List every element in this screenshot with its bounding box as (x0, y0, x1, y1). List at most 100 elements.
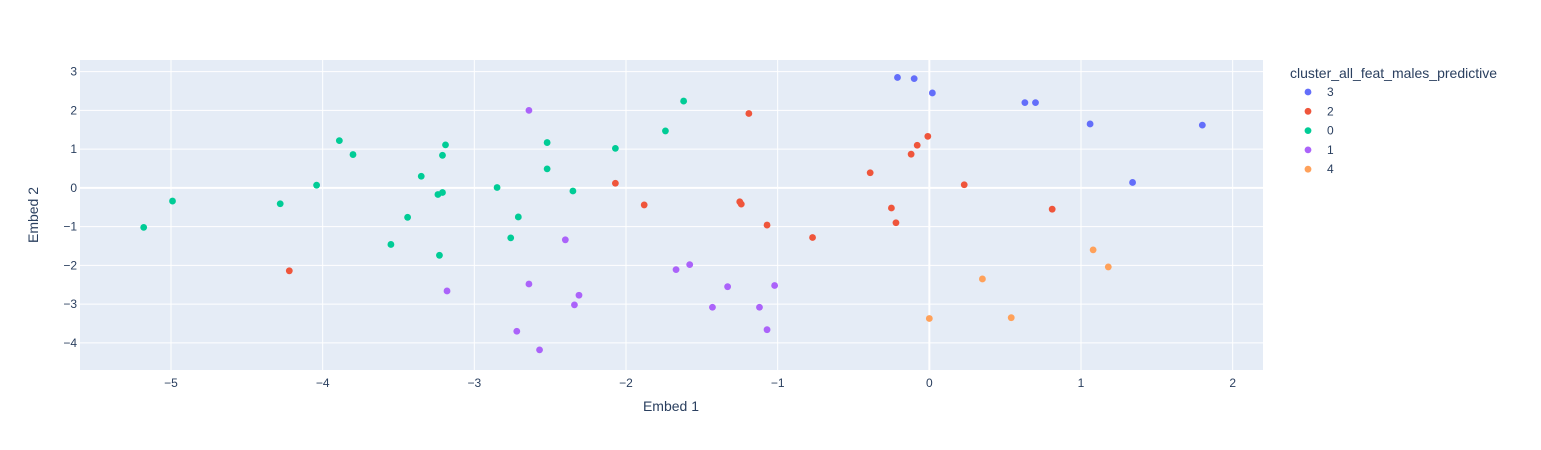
data-point[interactable] (756, 303, 763, 311)
data-point[interactable] (525, 280, 533, 288)
data-point[interactable] (709, 303, 716, 311)
series-2-points (285, 110, 1056, 275)
data-point[interactable] (892, 219, 900, 227)
legend-marker (1304, 146, 1312, 154)
x-tick-label: −5 (164, 376, 178, 390)
legend-marker (1304, 165, 1312, 173)
x-tick-label: −4 (316, 376, 330, 390)
data-point[interactable] (960, 181, 968, 189)
series-4-points (925, 246, 1112, 322)
legend-item-2[interactable]: 2 (1304, 104, 1334, 118)
legend-item-1[interactable]: 1 (1304, 143, 1334, 157)
data-point[interactable] (335, 137, 343, 145)
series-0-points (140, 97, 688, 259)
data-point[interactable] (680, 97, 688, 105)
data-point[interactable] (928, 89, 936, 97)
data-point[interactable] (640, 201, 648, 209)
y-tick-label: −2 (63, 258, 77, 272)
x-tick-label: 1 (1078, 376, 1085, 390)
legend-item-3[interactable]: 3 (1304, 85, 1334, 99)
legend-label: 3 (1327, 85, 1334, 99)
data-point[interactable] (569, 187, 577, 195)
legend-item-0[interactable]: 0 (1304, 124, 1334, 138)
legend-label: 0 (1327, 124, 1334, 138)
y-axis-ticks: −4 −3 −2 −1 0 1 2 3 (63, 65, 77, 350)
data-point[interactable] (866, 169, 874, 177)
data-point[interactable] (809, 234, 816, 241)
data-point[interactable] (536, 346, 543, 354)
data-point[interactable] (575, 291, 583, 299)
data-point[interactable] (513, 327, 521, 335)
data-point[interactable] (493, 184, 501, 191)
gridlines (80, 60, 1263, 370)
legend-item-4[interactable]: 4 (1304, 162, 1334, 176)
legend-label: 1 (1327, 143, 1334, 157)
data-point[interactable] (907, 150, 915, 158)
x-tick-label: −1 (771, 376, 785, 390)
data-point[interactable] (1086, 120, 1094, 128)
legend-title: cluster_all_feat_males_predictive (1290, 65, 1497, 81)
data-point[interactable] (925, 315, 933, 322)
data-point[interactable] (1032, 99, 1039, 107)
data-point[interactable] (442, 141, 449, 149)
data-point[interactable] (924, 132, 932, 140)
data-point[interactable] (1089, 246, 1097, 254)
data-point[interactable] (436, 251, 443, 259)
data-point[interactable] (276, 200, 284, 208)
data-point[interactable] (1021, 99, 1029, 107)
data-point[interactable] (1048, 205, 1056, 213)
data-point[interactable] (543, 139, 551, 146)
data-point[interactable] (417, 172, 425, 180)
data-point[interactable] (724, 283, 732, 291)
data-point[interactable] (434, 191, 442, 198)
data-point[interactable] (439, 151, 446, 159)
data-point[interactable] (611, 179, 619, 187)
data-point[interactable] (514, 213, 522, 221)
data-point[interactable] (404, 213, 411, 221)
legend-marker (1304, 88, 1312, 96)
x-tick-label: −3 (467, 376, 481, 390)
data-point[interactable] (1198, 121, 1206, 129)
data-point[interactable] (561, 236, 569, 244)
data-point[interactable] (745, 110, 753, 117)
data-point[interactable] (662, 127, 669, 135)
data-point[interactable] (543, 165, 551, 173)
data-point[interactable] (1104, 263, 1112, 271)
data-point[interactable] (349, 151, 357, 158)
data-point[interactable] (672, 266, 680, 274)
legend[interactable]: cluster_all_feat_males_predictive 3 2 0 1 4 (1290, 65, 1497, 176)
data-point[interactable] (443, 287, 451, 295)
data-point[interactable] (910, 75, 918, 82)
y-tick-label: −4 (63, 336, 77, 350)
x-tick-label: −2 (619, 376, 633, 390)
x-axis-title: Embed 1 (643, 398, 699, 414)
data-point[interactable] (387, 241, 395, 248)
data-point[interactable] (285, 267, 293, 275)
legend-label: 2 (1327, 104, 1334, 118)
data-point[interactable] (313, 181, 320, 189)
data-point[interactable] (507, 234, 515, 242)
data-point[interactable] (686, 261, 694, 268)
data-point[interactable] (525, 106, 533, 114)
data-point[interactable] (913, 141, 921, 149)
data-point[interactable] (763, 221, 771, 229)
legend-marker (1304, 127, 1312, 134)
data-point[interactable] (571, 301, 578, 309)
legend-marker (1304, 107, 1312, 115)
data-point[interactable] (979, 275, 986, 283)
data-point[interactable] (894, 74, 901, 81)
data-point[interactable] (611, 144, 619, 152)
data-point[interactable] (737, 200, 745, 208)
data-point[interactable] (1129, 179, 1136, 186)
y-tick-label: 2 (70, 103, 77, 117)
data-point[interactable] (169, 197, 176, 205)
x-tick-label: 2 (1229, 376, 1236, 390)
data-point[interactable] (888, 204, 895, 212)
x-axis-ticks: −5 −4 −3 −2 −1 0 1 2 (164, 376, 1236, 390)
data-point[interactable] (763, 326, 771, 334)
data-point[interactable] (771, 282, 779, 289)
data-points (140, 74, 1206, 354)
data-point[interactable] (1007, 314, 1015, 322)
data-point[interactable] (140, 224, 148, 231)
